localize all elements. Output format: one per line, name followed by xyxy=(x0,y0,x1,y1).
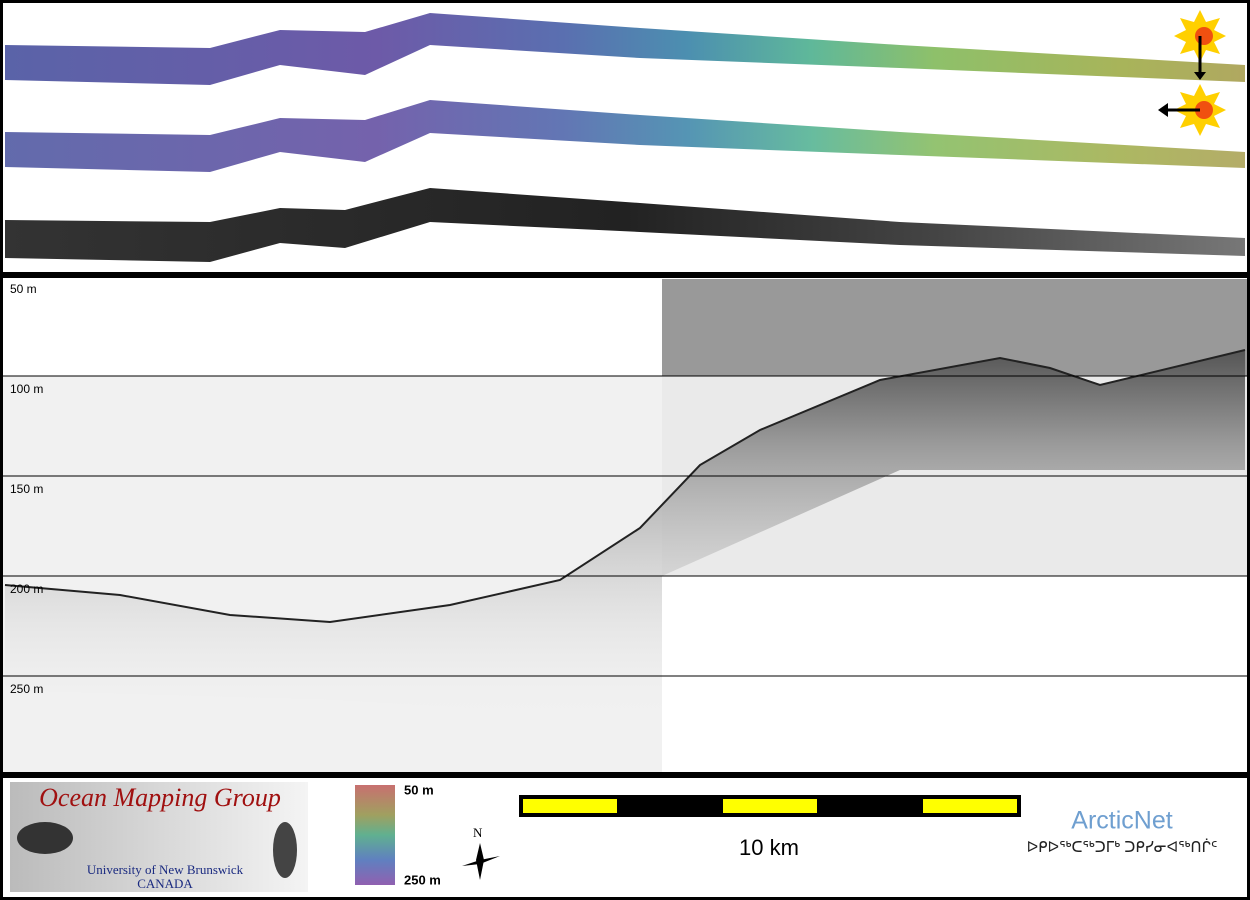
depth-lines xyxy=(3,375,1247,677)
depth-label: 200 m xyxy=(10,582,43,596)
colorbar xyxy=(355,785,395,885)
north-arrow xyxy=(462,843,500,880)
profile-noise xyxy=(662,279,1247,376)
partner-syllabics: ᐅᑭᐅᖅᑕᖅᑐᒥᒃ ᑐᑭᓯᓂᐊᖅᑎᒌᑦ xyxy=(1027,838,1218,856)
logo-icon xyxy=(17,822,73,854)
north-label: N xyxy=(473,825,483,840)
scale-label: 10 km xyxy=(739,835,799,860)
depth-label: 100 m xyxy=(10,382,43,396)
logo-country: CANADA xyxy=(137,876,193,891)
depth-label: 50 m xyxy=(10,282,37,296)
sun-icon xyxy=(1174,10,1226,80)
colorbar-bottom-label: 250 m xyxy=(404,872,441,887)
logo-icon xyxy=(273,822,297,878)
logo-title: Ocean Mapping Group xyxy=(39,783,281,812)
scale-segment xyxy=(723,799,817,813)
backscatter-swath xyxy=(5,188,1245,262)
colorbar-top-label: 50 m xyxy=(404,782,434,797)
sun-icon xyxy=(1158,84,1226,136)
logo-university: University of New Brunswick xyxy=(87,862,244,877)
shaded-swath xyxy=(5,100,1245,172)
depth-label: 150 m xyxy=(10,482,43,496)
bathymetry-swath xyxy=(5,13,1245,85)
seabed-sediment xyxy=(5,350,1245,720)
seabed-reflector xyxy=(4,349,1246,624)
scale-segment xyxy=(923,799,1017,813)
partner-name: ArcticNet xyxy=(1071,807,1172,835)
scale-segment xyxy=(523,799,617,813)
depth-label: 250 m xyxy=(10,682,43,696)
